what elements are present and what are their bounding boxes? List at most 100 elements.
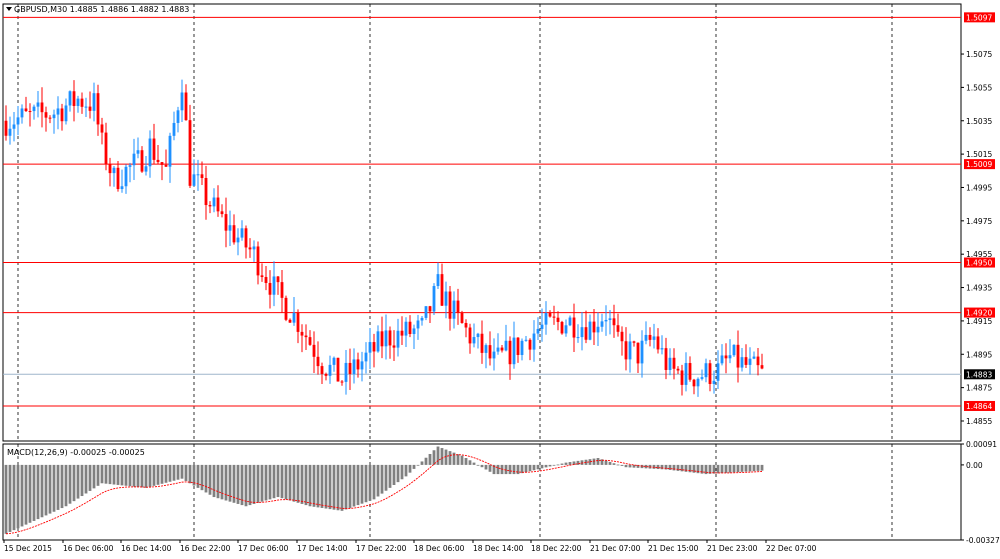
candle-body	[344, 362, 348, 382]
macd-bar	[292, 464, 296, 502]
macd-bar	[492, 464, 496, 475]
macd-bar	[32, 464, 36, 521]
macd-bar	[548, 464, 552, 467]
macd-bar	[744, 464, 748, 472]
macd-bar	[124, 464, 128, 486]
macd-bar	[524, 464, 528, 473]
candle-body	[524, 339, 528, 341]
macd-bar	[468, 460, 472, 465]
macd-plot-frame	[2, 443, 962, 541]
macd-bar	[516, 464, 520, 475]
candle-body	[492, 351, 496, 359]
macd-bar	[168, 464, 172, 482]
candle-body	[604, 319, 608, 322]
candle-body	[172, 122, 176, 136]
candle-body	[372, 342, 376, 352]
macd-bar	[160, 464, 164, 484]
macd-header: MACD(12,26,9) -0.00025 -0.00025	[7, 448, 145, 457]
candles	[4, 79, 764, 397]
candle-body	[276, 276, 280, 283]
macd-bar	[320, 464, 324, 508]
candle-body	[28, 111, 32, 113]
macd-bar	[336, 464, 340, 511]
candle-body	[76, 98, 80, 106]
macd-bar	[316, 464, 320, 508]
macd-bar	[112, 464, 116, 485]
candle-body	[436, 274, 440, 287]
time-tick-label: 18 Dec 06:00	[414, 544, 465, 553]
macd-bar	[464, 458, 468, 465]
candle-body	[256, 246, 260, 276]
macd-bar	[120, 464, 124, 486]
macd-bar	[224, 464, 228, 501]
price-tick-label: 1.4975	[966, 217, 992, 226]
candle-body	[396, 330, 400, 348]
macd-bar	[272, 464, 276, 499]
time-tick-label: 16 Dec 14:00	[121, 544, 172, 553]
candle-body	[576, 337, 580, 339]
candle-body	[716, 363, 720, 381]
candle-body	[68, 91, 72, 106]
macd-bar	[712, 464, 716, 474]
candle-body	[60, 108, 64, 122]
candle-body	[632, 341, 636, 343]
macd-bar	[28, 464, 32, 523]
macd-bar	[560, 463, 564, 465]
candle-body	[388, 330, 392, 346]
candle-body	[424, 306, 428, 318]
macd-bar	[84, 464, 88, 494]
candle-body	[216, 197, 220, 212]
candle-body	[516, 337, 520, 355]
macd-bar	[340, 464, 344, 511]
macd-bar	[760, 464, 764, 471]
candle-body	[264, 277, 268, 283]
level-price-label: 1.4920	[966, 309, 992, 318]
candle-body	[48, 117, 52, 119]
candle-body	[228, 225, 232, 231]
candle-body	[724, 355, 728, 359]
price-tick-label: 1.4855	[966, 417, 992, 426]
candle-body	[16, 117, 20, 125]
macd-bar	[256, 464, 260, 503]
macd-bar	[428, 453, 432, 465]
macd-bar	[520, 464, 524, 474]
macd-bar	[4, 464, 8, 534]
price-tick-label: 1.5035	[966, 117, 992, 126]
candle-body	[468, 327, 472, 344]
candle-body	[52, 114, 56, 119]
macd-bar	[452, 452, 456, 465]
time-tick-label: 16 Dec 06:00	[63, 544, 114, 553]
macd-bar	[264, 464, 268, 501]
candle-body	[484, 345, 488, 353]
candle-body	[548, 312, 552, 317]
candle-body	[352, 359, 356, 374]
macd-bar	[100, 464, 104, 484]
candle-body	[592, 321, 596, 333]
candle-body	[12, 124, 16, 129]
macd-bar	[248, 464, 252, 506]
candle-body	[112, 167, 116, 174]
candle-body	[676, 368, 680, 371]
dropdown-triangle-icon[interactable]	[6, 7, 12, 11]
macd-bar	[356, 464, 360, 506]
candle-body	[552, 316, 556, 318]
macd-bar	[660, 464, 664, 470]
candle-body	[8, 128, 12, 136]
time-tick-label: 21 Dec 07:00	[590, 544, 641, 553]
candle-body	[272, 276, 276, 295]
macd-bar	[220, 464, 224, 500]
level-price-tag	[964, 257, 995, 268]
candle-body	[328, 364, 332, 376]
candle-body	[620, 331, 624, 342]
candle-body	[152, 138, 156, 160]
macd-bar	[604, 460, 608, 465]
macd-bar	[172, 464, 176, 481]
macd-bar	[444, 449, 448, 465]
macd-bar	[624, 464, 628, 468]
level-price-label: 1.5097	[966, 13, 992, 22]
macd-bar	[496, 464, 500, 475]
candle-body	[420, 317, 424, 321]
macd-bar	[728, 464, 732, 473]
candle-body	[444, 291, 448, 306]
